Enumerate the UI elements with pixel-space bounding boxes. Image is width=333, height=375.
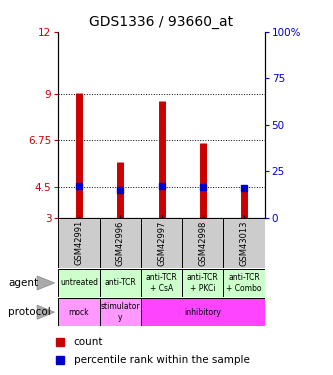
Polygon shape bbox=[37, 305, 55, 319]
Text: count: count bbox=[74, 336, 103, 346]
Text: untreated: untreated bbox=[60, 278, 98, 287]
Text: GSM42998: GSM42998 bbox=[198, 220, 207, 266]
Text: mock: mock bbox=[69, 308, 89, 316]
Text: protocol: protocol bbox=[8, 307, 51, 317]
Bar bbox=[58, 298, 100, 326]
Bar bbox=[182, 217, 223, 268]
Text: anti-TCR
+ Combo: anti-TCR + Combo bbox=[226, 273, 262, 292]
Bar bbox=[100, 298, 141, 326]
Text: percentile rank within the sample: percentile rank within the sample bbox=[74, 355, 249, 365]
Text: GSM42991: GSM42991 bbox=[74, 220, 84, 266]
Bar bbox=[100, 217, 141, 268]
Bar bbox=[100, 269, 141, 297]
Bar bbox=[223, 269, 265, 297]
Title: GDS1336 / 93660_at: GDS1336 / 93660_at bbox=[90, 15, 233, 30]
Text: anti-TCR: anti-TCR bbox=[104, 278, 136, 287]
Text: anti-TCR
+ CsA: anti-TCR + CsA bbox=[146, 273, 177, 292]
Text: inhibitory: inhibitory bbox=[184, 308, 221, 316]
Text: GSM42996: GSM42996 bbox=[116, 220, 125, 266]
Polygon shape bbox=[37, 276, 55, 290]
Text: anti-TCR
+ PKCi: anti-TCR + PKCi bbox=[187, 273, 219, 292]
Bar bbox=[58, 217, 100, 268]
Bar bbox=[141, 269, 182, 297]
Bar bbox=[141, 217, 182, 268]
Bar bbox=[58, 269, 100, 297]
Bar bbox=[141, 298, 265, 326]
Bar bbox=[182, 269, 223, 297]
Text: GSM42997: GSM42997 bbox=[157, 220, 166, 266]
Bar bbox=[223, 217, 265, 268]
Text: agent: agent bbox=[8, 278, 38, 288]
Text: GSM43013: GSM43013 bbox=[239, 220, 249, 266]
Text: stimulator
y: stimulator y bbox=[101, 303, 140, 322]
